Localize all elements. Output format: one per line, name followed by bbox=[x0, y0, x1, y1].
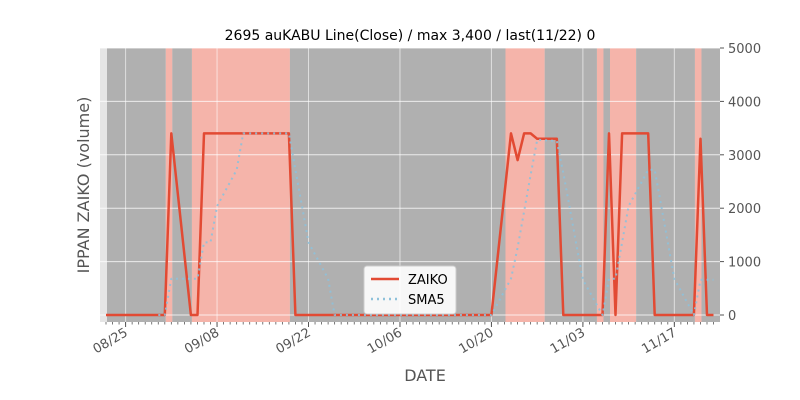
background-band-7 bbox=[596, 48, 604, 322]
chart-title: 2695 auKABU Line(Close) / max 3,400 / la… bbox=[225, 28, 596, 44]
background-band-6 bbox=[544, 48, 597, 322]
background-band-10 bbox=[636, 48, 695, 322]
legend: ZAIKO SMA5 bbox=[363, 265, 457, 315]
background-band-2 bbox=[172, 48, 192, 322]
series-line-zaiko bbox=[106, 132, 714, 317]
legend-label-sma5: SMA5 bbox=[408, 293, 445, 308]
background-band-5 bbox=[505, 48, 545, 322]
legend-label-zaiko: ZAIKO bbox=[408, 273, 448, 288]
x-axis-label: DATE bbox=[404, 366, 446, 385]
y-tick-label-3: 3000 bbox=[728, 149, 761, 164]
background-band-0 bbox=[107, 48, 166, 322]
series-line-sma5 bbox=[158, 132, 714, 316]
background-band-12 bbox=[701, 48, 720, 322]
y-tick-label-1: 1000 bbox=[728, 256, 761, 271]
y-tick-label-5: 5000 bbox=[728, 42, 761, 57]
y-tick-label-2: 2000 bbox=[728, 202, 761, 217]
y-tick-label-4: 4000 bbox=[728, 95, 761, 110]
background-band-3 bbox=[191, 48, 290, 322]
y-axis-label: IPPAN ZAIKO (volume) bbox=[74, 97, 93, 274]
y-tick-label-0: 0 bbox=[728, 309, 736, 324]
